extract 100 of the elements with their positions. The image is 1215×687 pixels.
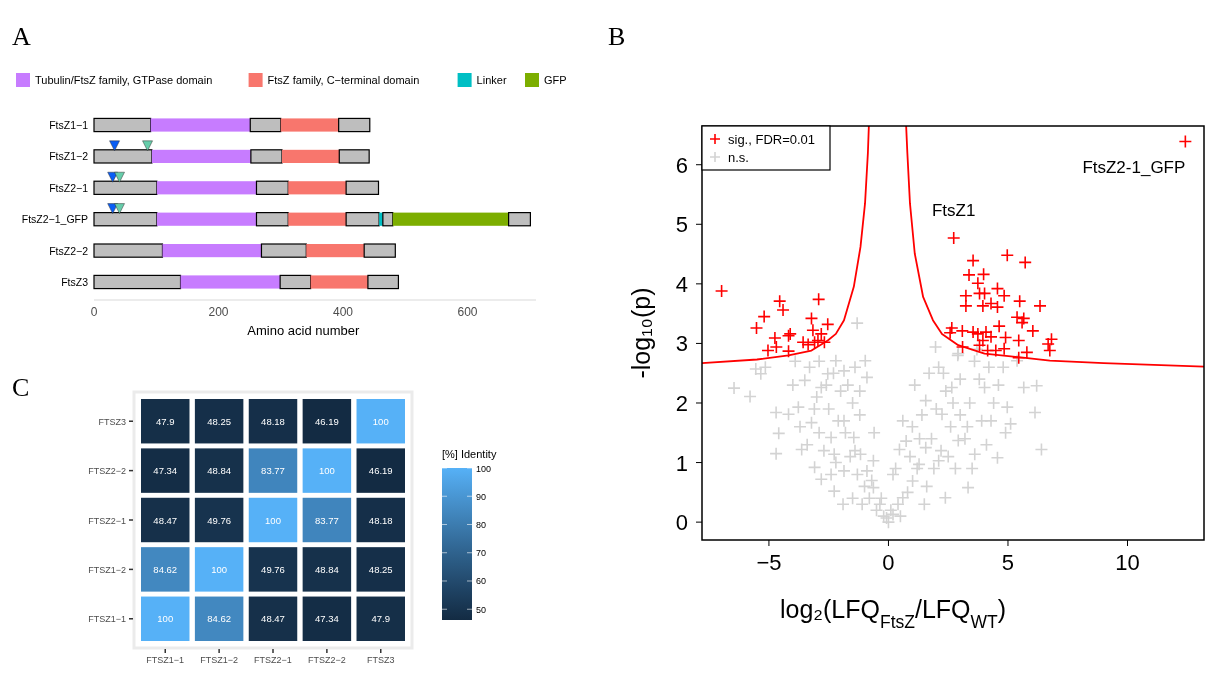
y-tick-label: FtsZ3 (61, 275, 89, 288)
y-tick-label: FTSZ3 (98, 416, 126, 427)
legend-label: Linker (476, 74, 507, 86)
bar (255, 180, 289, 195)
bar (180, 275, 281, 289)
y-axis-title: -log₁₀(p) (627, 287, 655, 379)
bar (345, 180, 380, 195)
x-tick-label: 400 (333, 305, 354, 319)
color-bar-label: 90 (476, 491, 487, 502)
y-tick-label: 4 (675, 271, 688, 297)
y-tick-label: FtsZ2−1 (49, 181, 89, 194)
legend-label: FtsZ family, C−terminal domain (267, 74, 420, 86)
y-tick-label: 5 (675, 212, 688, 238)
data-label: 48.18 (261, 415, 285, 427)
legend-label: Tubulin/FtsZ family, GTPase domain (35, 74, 213, 86)
x-tick-label: −5 (756, 550, 782, 575)
data-label: 83.77 (314, 514, 339, 526)
data-label: 100 (318, 465, 335, 477)
data-label: 48.25 (207, 415, 232, 427)
x-tick-label: 10 (1115, 550, 1140, 575)
y-tick-label: 3 (675, 331, 688, 357)
bar (162, 244, 262, 258)
x-tick-label: FTSZ2−1 (254, 655, 292, 665)
bar (93, 212, 158, 227)
data-label: 100 (372, 415, 389, 427)
y-tick-label: FtsZ1−1 (49, 119, 89, 132)
data-label: 49.76 (207, 514, 232, 526)
point (109, 140, 120, 152)
data-label: 47.9 (371, 613, 391, 625)
chart-title: B (608, 22, 626, 51)
data-label: 84.62 (153, 563, 178, 575)
x-tick-label: 5 (1001, 550, 1015, 575)
x-tick-label: FTSZ1−1 (146, 655, 185, 665)
annotation: FtsZ1 (931, 200, 976, 220)
data-label: 83.77 (261, 465, 285, 477)
color-bar-label: 50 (476, 604, 487, 615)
bar (93, 149, 153, 164)
bar (508, 212, 531, 227)
y-tick-label: FTSZ2−1 (88, 515, 126, 526)
bar (93, 274, 182, 290)
x-tick-label: FTSZ2−2 (307, 655, 346, 665)
bar (382, 212, 394, 227)
data-label: 48.18 (368, 514, 393, 526)
x-tick-label: 200 (208, 305, 229, 319)
bar (280, 118, 339, 132)
legend-label: sig., FDR=0.01 (728, 132, 816, 147)
y-tick-label: FtsZ2−1_GFP (21, 213, 88, 226)
data-label: 46.19 (314, 415, 339, 427)
chart-title: A (12, 22, 31, 51)
point (114, 171, 125, 183)
bar (151, 149, 251, 163)
data-label: 47.9 (155, 415, 175, 427)
color-bar-label: 70 (476, 548, 487, 559)
x-tick-label: FTSZ1−2 (200, 655, 239, 665)
color-bar-label: 60 (476, 576, 487, 587)
bar (156, 181, 257, 195)
annotation: FtsZ2-1_GFP (1082, 158, 1186, 178)
data-label: 46.19 (368, 465, 393, 477)
y-tick-label: 0 (675, 510, 688, 536)
color-bar-label: 80 (476, 520, 487, 530)
x-axis-title: Amino acid number (247, 323, 361, 338)
point (142, 140, 153, 152)
bar (249, 117, 282, 133)
bar (338, 117, 371, 133)
bar (367, 274, 400, 290)
x-tick-label: 600 (457, 305, 478, 319)
data-label: 48.25 (368, 563, 393, 575)
bar (282, 149, 340, 163)
data-label: 47.34 (153, 465, 178, 477)
data-label: 48.84 (207, 465, 232, 477)
data-label: 49.76 (261, 563, 285, 575)
bar (250, 149, 283, 164)
line-series (702, 126, 870, 364)
x-tick-label: 0 (882, 550, 895, 575)
legend-label: n.s. (728, 150, 749, 165)
line-series (905, 126, 1204, 368)
bar (93, 180, 158, 195)
y-tick-label: FtsZ2−2 (49, 244, 89, 257)
data-label: 100 (265, 514, 281, 526)
bar (392, 212, 509, 226)
y-tick-label: FTSZ1−1 (88, 614, 126, 625)
chart-title: C (12, 373, 30, 402)
bar (93, 117, 152, 133)
bar (306, 244, 365, 258)
data-label: 48.47 (261, 613, 285, 625)
bar (260, 243, 307, 258)
y-tick-label: 6 (675, 152, 688, 178)
bar (279, 274, 312, 290)
y-tick-label: 1 (675, 450, 688, 476)
y-tick-label: FTSZ2−2 (88, 466, 126, 477)
data-label: 100 (211, 563, 228, 575)
y-tick-label: FtsZ1−2 (49, 150, 89, 163)
data-label: 100 (157, 613, 174, 625)
bar (338, 149, 370, 164)
x-axis-title: log₂(LFQ$_{FtsZ}$/LFQ$_{WT}$) (779, 595, 1007, 632)
bar (288, 212, 347, 226)
data-label: 48.47 (153, 514, 178, 526)
bar (288, 181, 347, 195)
bar (150, 118, 251, 132)
color-bar-title: [%] Identity (442, 448, 497, 460)
